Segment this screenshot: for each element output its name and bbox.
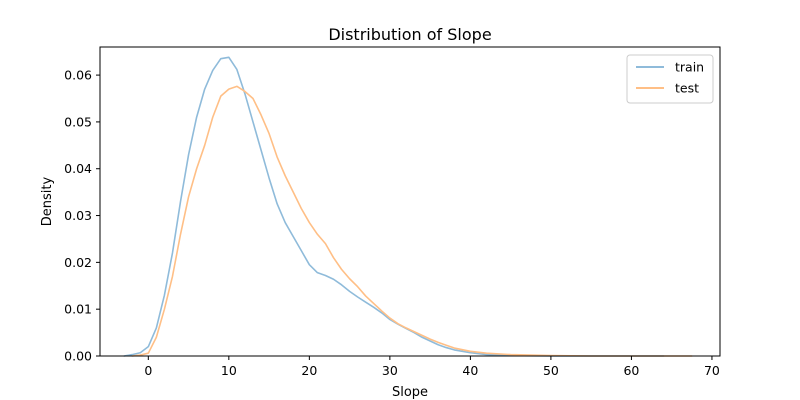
y-tick-label: 0.04	[64, 161, 92, 176]
x-tick-label: 40	[462, 363, 478, 378]
legend: train test	[626, 54, 714, 104]
series-layer	[123, 56, 693, 357]
y-tick-label: 0.03	[64, 208, 92, 223]
x-tick-label: 50	[543, 363, 559, 378]
x-tick-label: 70	[704, 363, 720, 378]
series-line-test	[131, 85, 693, 357]
x-axis: 0 10 20 30 40 50 60 70	[144, 356, 720, 378]
y-tick-label: 0.05	[64, 114, 92, 129]
x-tick-label: 10	[221, 363, 237, 378]
y-axis-label: Density	[40, 176, 55, 226]
x-tick-label: 60	[623, 363, 639, 378]
y-tick-label: 0.02	[64, 255, 92, 270]
y-tick-label: 0.00	[64, 349, 92, 364]
plot-frame	[99, 46, 721, 357]
y-axis: 0.00 0.01 0.02 0.03 0.04 0.05 0.06	[64, 68, 100, 364]
legend-label-test: test	[675, 81, 699, 96]
y-tick-label: 0.06	[64, 68, 92, 83]
y-tick-label: 0.01	[64, 302, 92, 317]
x-tick-label: 30	[382, 363, 398, 378]
x-tick-label: 0	[144, 363, 152, 378]
legend-label-train: train	[675, 60, 704, 75]
x-tick-label: 20	[301, 363, 317, 378]
x-axis-label: Slope	[392, 385, 428, 400]
series-line-train	[123, 56, 665, 357]
chart-title: Distribution of Slope	[328, 25, 491, 44]
